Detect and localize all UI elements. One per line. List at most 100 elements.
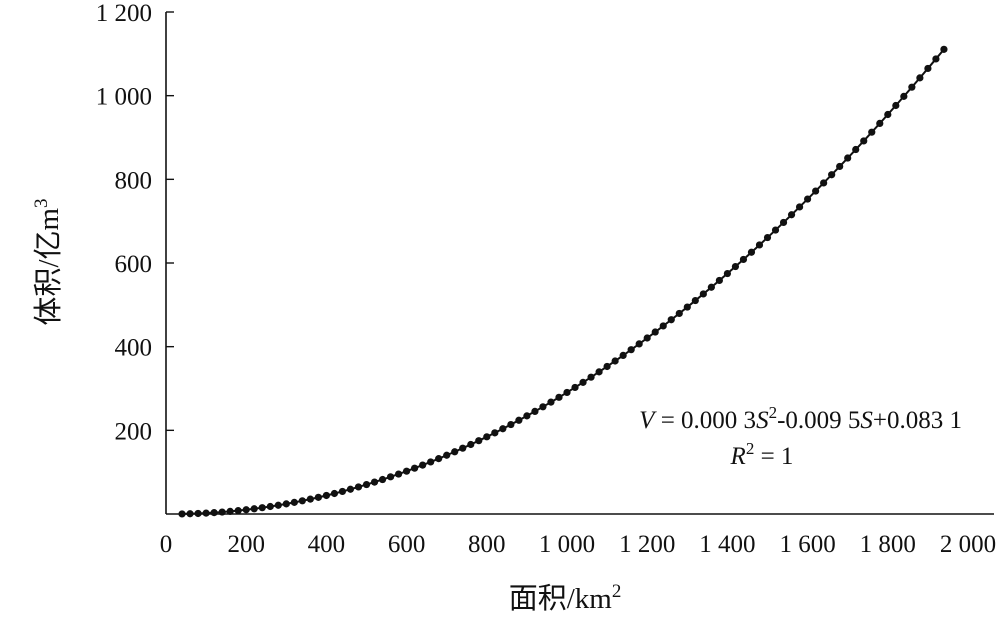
data-point bbox=[844, 154, 852, 162]
data-point bbox=[659, 322, 667, 330]
data-point bbox=[274, 501, 282, 509]
data-point bbox=[411, 464, 419, 472]
x-tick-label: 600 bbox=[388, 531, 426, 558]
data-point bbox=[739, 255, 748, 264]
data-point bbox=[322, 491, 330, 500]
data-point bbox=[828, 171, 836, 179]
data-point bbox=[226, 507, 234, 515]
data-point bbox=[403, 467, 411, 475]
fit-curve bbox=[182, 48, 945, 515]
y-tick-label: 200 bbox=[115, 418, 153, 445]
data-point bbox=[924, 64, 932, 73]
data-point bbox=[932, 55, 940, 63]
data-point bbox=[771, 226, 780, 234]
data-series bbox=[178, 45, 948, 518]
data-point bbox=[435, 455, 443, 463]
data-point bbox=[194, 509, 202, 518]
data-point bbox=[467, 440, 475, 449]
data-point bbox=[314, 493, 322, 501]
data-point bbox=[635, 340, 643, 348]
data-point bbox=[338, 487, 347, 496]
fit-equation: V = 0.000 3S2-0.009 5S+0.083 1 bbox=[639, 403, 962, 434]
y-tick-label: 800 bbox=[115, 167, 153, 194]
x-tick-label: 1 000 bbox=[539, 531, 595, 558]
data-point bbox=[868, 128, 876, 136]
x-tick-label: 2 000 bbox=[940, 531, 996, 558]
data-point bbox=[779, 218, 788, 227]
data-point bbox=[459, 444, 467, 452]
y-tick-label: 1 000 bbox=[96, 84, 152, 111]
data-point bbox=[804, 195, 812, 203]
data-point bbox=[427, 458, 435, 466]
data-point bbox=[731, 262, 740, 271]
data-point bbox=[394, 470, 403, 478]
data-point bbox=[715, 276, 723, 285]
data-point bbox=[210, 509, 218, 517]
axes bbox=[165, 12, 994, 515]
data-point bbox=[691, 296, 699, 305]
data-point bbox=[330, 489, 339, 498]
y-axis-title: 体积/亿m3 bbox=[31, 198, 65, 325]
data-point bbox=[603, 362, 611, 371]
data-point bbox=[507, 420, 515, 429]
x-tick-label: 200 bbox=[227, 531, 265, 558]
data-point bbox=[667, 316, 675, 324]
data-point bbox=[707, 283, 715, 291]
x-tick-label: 1 200 bbox=[619, 531, 675, 558]
r-squared-label: R2 = 1 bbox=[730, 439, 794, 470]
data-point bbox=[475, 437, 483, 445]
data-point bbox=[242, 506, 250, 514]
x-tick-label: 800 bbox=[468, 531, 506, 558]
data-point bbox=[555, 393, 563, 401]
x-tick-label: 1 600 bbox=[779, 531, 835, 558]
data-point bbox=[571, 383, 579, 392]
data-point bbox=[723, 269, 732, 278]
data-point bbox=[908, 83, 916, 91]
data-point bbox=[362, 480, 371, 489]
data-point bbox=[186, 510, 194, 518]
x-axis-title: 面积/km2 bbox=[509, 581, 622, 615]
data-point bbox=[836, 162, 844, 171]
data-point bbox=[940, 45, 948, 53]
data-point bbox=[218, 508, 226, 516]
data-point bbox=[282, 500, 290, 508]
data-point bbox=[290, 498, 298, 506]
data-point bbox=[491, 429, 499, 437]
data-point bbox=[346, 485, 355, 493]
data-point bbox=[699, 290, 707, 298]
y-tick-label: 400 bbox=[115, 335, 153, 362]
y-tick-label: 1 200 bbox=[96, 0, 152, 27]
data-point bbox=[539, 403, 547, 411]
data-point bbox=[483, 433, 491, 441]
x-tick-label: 0 bbox=[160, 531, 173, 558]
data-point bbox=[587, 373, 595, 381]
data-point bbox=[675, 309, 683, 318]
data-point bbox=[812, 187, 820, 195]
data-point bbox=[298, 497, 306, 505]
data-point bbox=[386, 473, 395, 481]
data-point bbox=[370, 478, 379, 486]
data-point bbox=[419, 461, 427, 469]
data-point bbox=[354, 483, 363, 491]
data-point bbox=[443, 451, 451, 459]
data-point bbox=[876, 119, 884, 128]
data-point bbox=[178, 510, 186, 518]
x-axis-ticks: 0 200 400 600 800 1 000 1 200 1 400 1 600 1 800 2 … bbox=[160, 531, 996, 558]
x-tick-label: 1 400 bbox=[699, 531, 755, 558]
data-point bbox=[884, 110, 892, 119]
x-tick-label: 400 bbox=[308, 531, 346, 558]
y-axis-ticks: 200 400 600 800 1 000 1 200 bbox=[96, 0, 174, 445]
x-tick-label: 1 800 bbox=[860, 531, 916, 558]
data-point bbox=[860, 137, 868, 145]
data-point bbox=[651, 328, 659, 336]
data-point bbox=[900, 92, 908, 100]
data-point bbox=[523, 412, 531, 420]
data-point bbox=[820, 179, 828, 187]
data-point bbox=[563, 388, 571, 397]
data-point bbox=[755, 241, 764, 249]
data-point bbox=[451, 448, 459, 456]
data-point bbox=[250, 505, 258, 513]
y-tick-label: 600 bbox=[115, 251, 153, 278]
data-point bbox=[643, 334, 651, 342]
